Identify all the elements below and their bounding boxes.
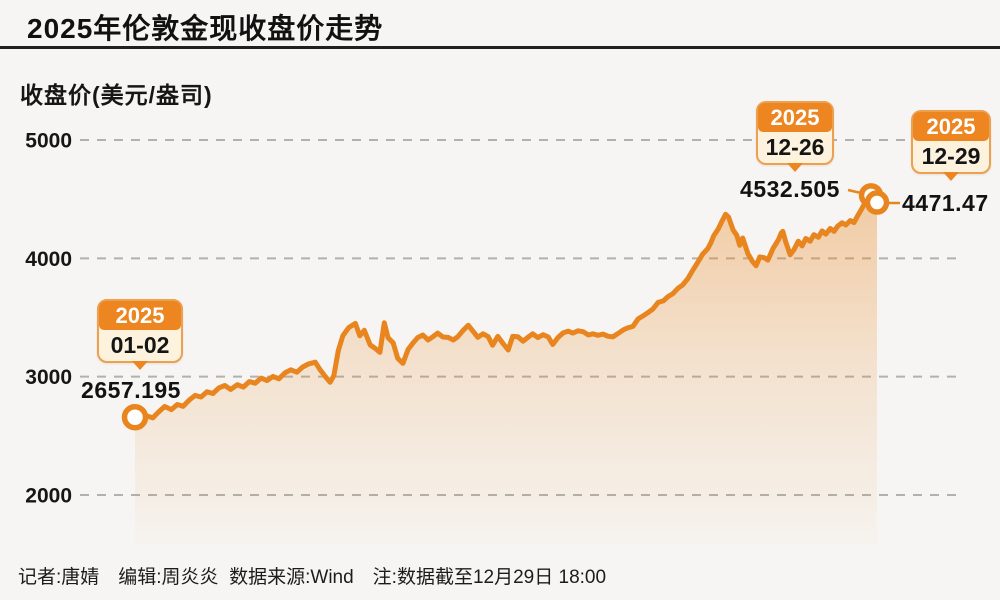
callout-peak-year: 2025 xyxy=(758,103,832,132)
y-tick-label-4000: 4000 xyxy=(25,248,72,271)
peak-value-label: 4532.505 xyxy=(740,176,840,202)
price-line xyxy=(132,192,880,423)
callout-peak-pointer-icon xyxy=(787,163,803,172)
page-title: 2025年伦敦金现收盘价走势 xyxy=(27,13,384,44)
y-axis-tick-labels: 5000 4000 3000 2000 xyxy=(25,130,72,508)
y-tick-label-5000: 5000 xyxy=(25,130,72,153)
callout-peak-date: 2025 12-26 xyxy=(756,101,834,172)
callout-start-year: 2025 xyxy=(99,301,181,330)
callout-latest-date: 2025 12-29 xyxy=(911,110,991,181)
callout-start-date: 2025 01-02 xyxy=(97,299,183,370)
callout-start-day: 01-02 xyxy=(110,332,170,358)
callout-latest-pointer-icon xyxy=(943,172,959,181)
start-value-label: 2657.195 xyxy=(81,377,181,403)
callout-latest-year: 2025 xyxy=(913,112,989,141)
data-point-markers xyxy=(121,183,890,431)
callout-peak-day: 12-26 xyxy=(765,134,825,160)
marker-2025-01-02 xyxy=(121,403,149,431)
price-area-fill xyxy=(135,195,877,545)
y-tick-label-2000: 2000 xyxy=(25,485,72,508)
callout-start-pointer-icon xyxy=(132,361,148,370)
footer-credits: 记者:唐婧 编辑:周炎炎 数据来源:Wind 注:数据截至12月29日 18:0… xyxy=(18,567,607,588)
y-tick-label-3000: 3000 xyxy=(25,366,72,389)
peak-value-connector-line xyxy=(847,188,862,195)
title-underline xyxy=(0,46,1000,49)
latest-value-label: 4471.47 xyxy=(902,190,989,216)
y-axis-unit-label: 收盘价(美元/盎司) xyxy=(20,82,213,108)
callout-latest-day: 12-29 xyxy=(921,143,981,169)
marker-2025-12-29 xyxy=(864,190,890,215)
